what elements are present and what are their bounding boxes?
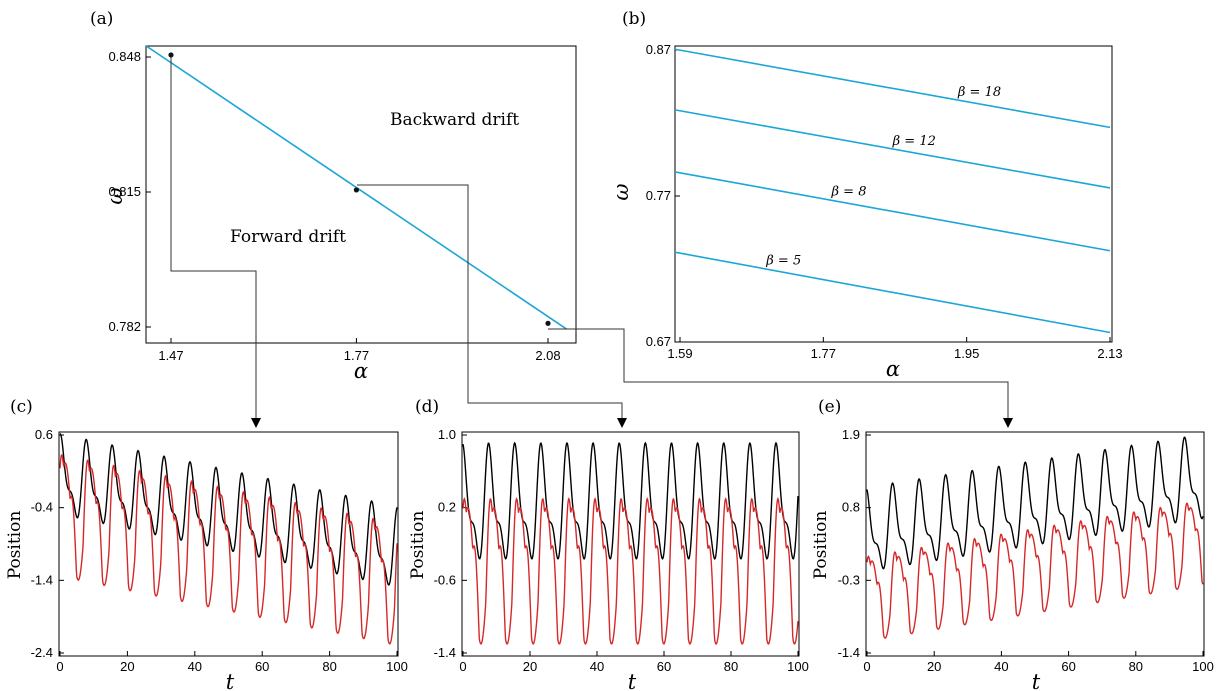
x-axis-label-e: t	[1032, 670, 1041, 691]
y-tick-label-b: 0.77	[646, 188, 671, 203]
panel-label-c: (c)	[10, 397, 33, 417]
x-tick-label-a: 1.47	[158, 348, 183, 363]
panel-b: (b) 1.59 1.77 1.95 2.13 0.87 0.77 0.67 β = 18 β…	[609, 9, 1123, 381]
plot-frame-b	[674, 45, 1113, 343]
plot-frame-c	[58, 431, 399, 657]
red-series-d	[462, 497, 799, 645]
annotation-forward-drift: Forward drift	[230, 227, 346, 247]
panel-c: (c) 0 20 40 60 80 100 0.6 -0.4 -1.4 -2.4 t Positi…	[5, 397, 408, 691]
connector-arrowhead	[617, 418, 627, 428]
connector-line	[357, 184, 623, 418]
x-tick-label-d: 60	[657, 659, 671, 674]
x-tick-label-d: 100	[787, 659, 809, 674]
y-axis-label-d: Position	[408, 511, 428, 580]
plot-frame-d	[461, 431, 800, 657]
x-tick-label-c: 20	[120, 659, 134, 674]
x-tick-label-a: 1.77	[344, 348, 369, 363]
y-tick-label-d: -0.6	[434, 572, 456, 587]
panel-label-b: (b)	[622, 9, 646, 29]
y-tick-label-e: -0.3	[838, 572, 860, 587]
series-label-b: β = 12	[892, 134, 936, 149]
connector-arrowhead	[251, 418, 261, 428]
series-label-b: β = 18	[957, 85, 1001, 100]
x-tick-label-e: 40	[994, 659, 1008, 674]
panel-label-e: (e)	[818, 397, 841, 417]
x-tick-label-b: 2.13	[1097, 346, 1122, 361]
y-axis-label-e: Position	[811, 511, 831, 580]
x-tick-label-c: 0	[56, 659, 63, 674]
x-tick-label-d: 20	[523, 659, 537, 674]
y-tick-label-a: 0.848	[108, 49, 141, 64]
x-tick-label-e: 0	[863, 659, 870, 674]
x-tick-label-a: 2.08	[535, 348, 560, 363]
x-axis-label-b: α	[886, 357, 900, 381]
x-tick-label-c: 60	[255, 659, 269, 674]
x-tick-label-d: 40	[590, 659, 604, 674]
y-tick-label-d: -1.4	[434, 645, 456, 660]
marker-point-a	[545, 320, 551, 326]
series-line-b	[674, 48, 1111, 129]
y-tick-label-c: -1.4	[31, 572, 53, 587]
x-tick-label-c: 40	[188, 659, 202, 674]
y-tick-label-e: -1.4	[838, 645, 860, 660]
y-tick-label-c: -0.4	[31, 500, 53, 515]
y-tick-label-d: 0.2	[438, 500, 456, 515]
x-axis-label-a: α	[354, 359, 368, 383]
y-tick-label-e: 1.9	[842, 427, 860, 442]
x-tick-label-b: 1.95	[954, 346, 979, 361]
connector-line	[548, 328, 1009, 418]
panel-label-d: (d)	[415, 397, 439, 417]
y-axis-label-b: ω	[609, 183, 633, 200]
x-axis-label-d: t	[628, 670, 637, 691]
panel-d: (d) 0 20 40 60 80 100 1.0 0.2 -0.6 -1.4 t Positio…	[408, 397, 809, 691]
x-axis-label-c: t	[226, 670, 235, 691]
connector-arrowhead	[1003, 418, 1013, 428]
y-tick-label-a: 0.815	[108, 184, 141, 199]
black-series-e	[866, 436, 1204, 570]
series-line-b	[674, 109, 1111, 189]
y-axis-label-a: ω	[103, 187, 127, 204]
panel-e: (e) 0 20 40 60 80 100 1.9 0.8 -0.3 -1.4 t Positio…	[811, 397, 1214, 691]
black-series-d	[462, 441, 799, 560]
series-line-b	[674, 251, 1111, 334]
y-axis-label-c: Position	[5, 511, 25, 580]
x-tick-label-e: 20	[927, 659, 941, 674]
x-tick-label-c: 100	[386, 659, 408, 674]
series-label-b: β = 8	[831, 184, 867, 199]
y-tick-label-e: 0.8	[842, 500, 860, 515]
panel-a: (a) 1.47 1.77 2.08 0.848 0.815 0.782 Backward…	[90, 9, 577, 383]
panel-label-a: (a)	[90, 9, 113, 29]
x-tick-label-e: 60	[1061, 659, 1075, 674]
marker-point-a	[353, 187, 360, 193]
y-tick-label-a: 0.782	[108, 319, 141, 334]
x-tick-label-b: 1.77	[811, 346, 836, 361]
red-series-c	[59, 454, 398, 645]
series-line-b	[674, 171, 1111, 252]
x-tick-label-e: 80	[1129, 659, 1143, 674]
x-tick-label-d: 80	[724, 659, 738, 674]
y-tick-label-d: 1.0	[438, 427, 456, 442]
y-tick-label-c: 0.6	[35, 427, 53, 442]
connectors	[170, 57, 1013, 428]
plot-frame-a	[145, 45, 577, 344]
y-tick-label-b: 0.87	[646, 42, 671, 57]
y-tick-label-c: -2.4	[31, 645, 53, 660]
x-tick-label-c: 80	[322, 659, 336, 674]
plot-frame-e	[865, 431, 1205, 657]
red-series-e	[866, 502, 1204, 639]
series-label-b: β = 5	[765, 253, 801, 268]
x-tick-label-d: 0	[459, 659, 466, 674]
x-tick-label-e: 100	[1192, 659, 1214, 674]
annotation-backward-drift: Backward drift	[390, 110, 519, 130]
x-tick-label-b: 1.59	[667, 346, 692, 361]
connector-line	[170, 57, 257, 418]
y-tick-label-b: 0.67	[646, 334, 671, 349]
marker-point-a	[168, 52, 174, 58]
